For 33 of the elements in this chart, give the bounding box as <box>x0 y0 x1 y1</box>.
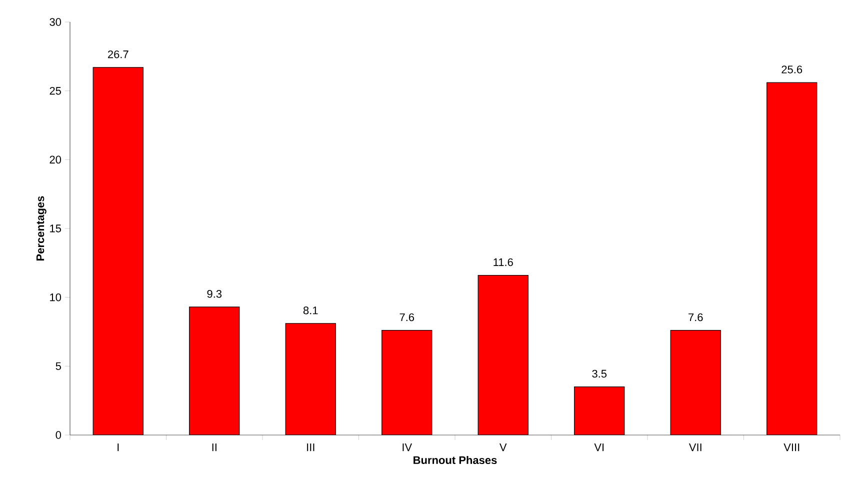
data-label: 26.7 <box>108 50 128 58</box>
data-label: 25.6 <box>782 66 802 74</box>
y-tick-label: 0 <box>56 431 62 439</box>
data-label: 3.5 <box>592 370 607 378</box>
x-tick-label: V <box>500 444 507 452</box>
x-tick-label: II <box>212 444 216 452</box>
y-axis-title: Percentages <box>36 196 46 260</box>
bar <box>382 330 432 435</box>
y-tick-label: 5 <box>56 362 62 370</box>
bar <box>574 386 624 435</box>
data-label: 7.6 <box>400 313 414 322</box>
x-tick-label: VI <box>594 444 604 452</box>
data-label: 8.1 <box>303 306 318 314</box>
x-tick-label: IV <box>402 444 412 452</box>
y-tick-label: 25 <box>50 86 62 95</box>
x-tick-label: III <box>307 444 314 452</box>
x-tick-label: VIII <box>784 444 800 452</box>
y-tick-label: 20 <box>50 156 62 164</box>
data-label: 11.6 <box>494 258 513 266</box>
data-label: 7.6 <box>688 313 703 322</box>
bar <box>93 67 144 435</box>
data-label: 9.3 <box>207 290 222 298</box>
bar <box>766 82 818 435</box>
bar <box>189 306 240 435</box>
y-tick-label: 10 <box>50 293 62 302</box>
x-tick-label: I <box>118 444 119 452</box>
bar <box>286 323 336 435</box>
x-axis-title: Burnout Phases <box>414 456 497 464</box>
bar <box>670 330 721 435</box>
bar <box>478 275 528 435</box>
y-tick-label: 30 <box>50 18 62 26</box>
y-tick-label: 15 <box>50 224 62 232</box>
x-tick-label: VII <box>688 444 702 452</box>
